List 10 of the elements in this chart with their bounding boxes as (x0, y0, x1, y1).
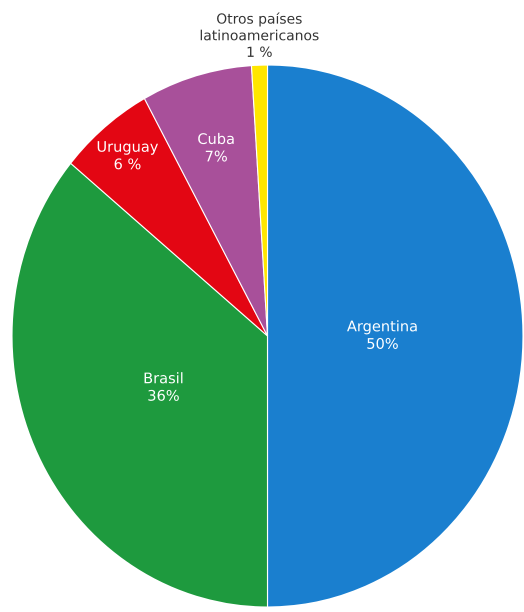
slice-label: Uruguay (98, 141, 158, 155)
slice-label: Cuba (198, 132, 234, 144)
data-label: 7% (206, 150, 227, 162)
slice-label: Otros países latinoamericanos (200, 12, 319, 40)
data-label: 6 % (114, 158, 141, 170)
slice-label: Argentina (347, 320, 417, 334)
slice-label: Brasil (144, 372, 182, 384)
data-label: 1 % (248, 46, 272, 58)
data-label: 50% (367, 338, 398, 349)
data-label: 36% (148, 390, 179, 401)
